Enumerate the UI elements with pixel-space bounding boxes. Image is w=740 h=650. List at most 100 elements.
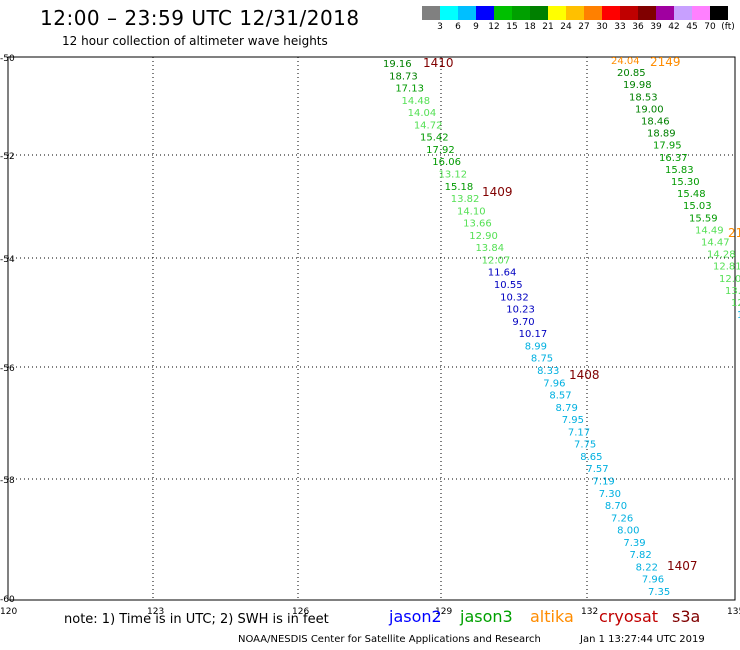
- color-scale-swatch: [566, 6, 584, 20]
- swh-value: 8.00: [617, 526, 639, 537]
- swh-value: 18.53: [629, 92, 658, 103]
- swh-value: 7.75: [574, 440, 596, 451]
- swh-value: 8.57: [549, 391, 571, 402]
- swh-value: 19.00: [635, 104, 664, 115]
- color-scale-label: 30: [596, 22, 608, 32]
- color-scale-swatch: [494, 6, 512, 20]
- color-scale-label: 33: [614, 22, 626, 32]
- pass-number-label: 1410: [423, 56, 454, 70]
- swh-value: 14.04: [408, 108, 437, 119]
- swh-value: 14.47: [701, 238, 730, 249]
- legend-s3a: s3a: [672, 607, 701, 626]
- map-frame: [7, 56, 736, 601]
- swh-value: 14.72: [414, 120, 443, 131]
- swh-value: 18.89: [647, 129, 676, 140]
- swh-value: 8.79: [556, 403, 578, 414]
- color-scale-swatch: [530, 6, 548, 20]
- swh-value: 8.33: [537, 366, 559, 377]
- swh-value: 7.95: [562, 415, 584, 426]
- color-scale-label: 15: [506, 22, 518, 32]
- swh-value: 13.0: [725, 286, 740, 297]
- color-scale-swatch: [602, 6, 620, 20]
- swh-value: 19.98: [623, 80, 652, 91]
- note-text: note: 1) Time is in UTC; 2) SWH is in fe…: [64, 612, 329, 627]
- swh-value: 14.49: [695, 225, 724, 236]
- color-scale-swatch: [620, 6, 638, 20]
- color-scale-label: (ft): [721, 22, 735, 32]
- pass-number-label: 2149: [650, 55, 681, 69]
- swh-value: 10.17: [519, 329, 548, 340]
- swh-value: 7.39: [623, 538, 645, 549]
- color-scale-label: 18: [524, 22, 536, 32]
- color-scale-label: 70: [704, 22, 716, 32]
- longitude-label: 120: [0, 607, 17, 617]
- swh-value: 14.48: [401, 96, 430, 107]
- swh-value: 14.10: [457, 206, 486, 217]
- swh-value: 15.42: [420, 133, 449, 144]
- color-scale-label: 45: [686, 22, 698, 32]
- pass-number-label: 21: [728, 226, 740, 240]
- longitude-label: 129: [435, 607, 452, 617]
- swh-value: 7.57: [586, 464, 608, 475]
- swh-value: 12.90: [469, 231, 498, 242]
- swh-value: 13.66: [463, 219, 492, 230]
- color-scale-label: 12: [488, 22, 500, 32]
- latitude-label: -56: [0, 364, 15, 374]
- color-scale-label: 6: [455, 22, 461, 32]
- color-scale-swatch: [656, 6, 674, 20]
- swh-value: 7.82: [630, 550, 652, 561]
- footer-credit: NOAA/NESDIS Center for Satellite Applica…: [238, 634, 541, 645]
- swh-value: 16.06: [432, 157, 461, 168]
- swh-value: 8.70: [605, 501, 627, 512]
- color-scale-swatch: [476, 6, 494, 20]
- swh-value: 8.99: [525, 341, 547, 352]
- swh-value: 11.64: [488, 268, 517, 279]
- color-scale-swatch: [674, 6, 692, 20]
- swh-value: 7.17: [568, 427, 590, 438]
- swh-value: 10.32: [500, 292, 529, 303]
- swh-value: 7.30: [599, 489, 621, 500]
- swh-value: 15.03: [683, 201, 712, 212]
- swh-value: 1: [737, 310, 740, 321]
- color-scale-labels: 3 6 9 12 15 18 21 24 27 30 33 36 39 42 45 70 (ft): [422, 22, 740, 34]
- color-scale-swatch: [512, 6, 530, 20]
- swh-value: 15.48: [677, 189, 706, 200]
- color-scale-swatch: [422, 6, 440, 20]
- color-scale-label: 21: [542, 22, 554, 32]
- color-scale-swatch: [548, 6, 566, 20]
- color-scale-label: 24: [560, 22, 572, 32]
- swh-value: 15.30: [671, 177, 700, 188]
- color-scale-swatch: [710, 6, 728, 20]
- legend-cryosat: cryosat: [599, 607, 659, 626]
- swh-value: 9.70: [512, 317, 534, 328]
- latitude-label: -50: [0, 54, 15, 64]
- legend-altika: altika: [530, 607, 574, 626]
- color-scale-swatch: [638, 6, 656, 20]
- swh-value: 18.73: [389, 71, 418, 82]
- color-scale-swatch: [458, 6, 476, 20]
- swh-value: 13.12: [438, 170, 467, 181]
- latitude-label: -52: [0, 152, 15, 162]
- swh-value: 18.46: [641, 117, 670, 128]
- longitude-label: 135: [727, 607, 740, 617]
- swh-value: 7.19: [593, 476, 615, 487]
- swh-value: 17.13: [395, 84, 424, 95]
- swh-value: 19.16: [383, 59, 412, 70]
- swh-value: 13.82: [451, 194, 480, 205]
- pass-number-label: 1407: [667, 559, 698, 573]
- swh-value: 7.35: [648, 587, 670, 598]
- latitude-label: -58: [0, 476, 15, 486]
- swh-value: 15.59: [689, 213, 718, 224]
- pass-number-label: 1408: [569, 368, 600, 382]
- color-scale-label: 39: [650, 22, 662, 32]
- color-scale-label: 3: [437, 22, 443, 32]
- pass-number-label: 1409: [482, 185, 513, 199]
- swh-value: 15.18: [445, 182, 474, 193]
- swh-value: 8.65: [580, 452, 602, 463]
- swh-value: 12.07: [482, 255, 511, 266]
- swh-value: 8.75: [531, 354, 553, 365]
- swh-value: 14.28: [707, 250, 736, 261]
- color-scale-bar: [422, 6, 728, 20]
- legend-jason3: jason3: [460, 607, 513, 626]
- color-scale-swatch: [440, 6, 458, 20]
